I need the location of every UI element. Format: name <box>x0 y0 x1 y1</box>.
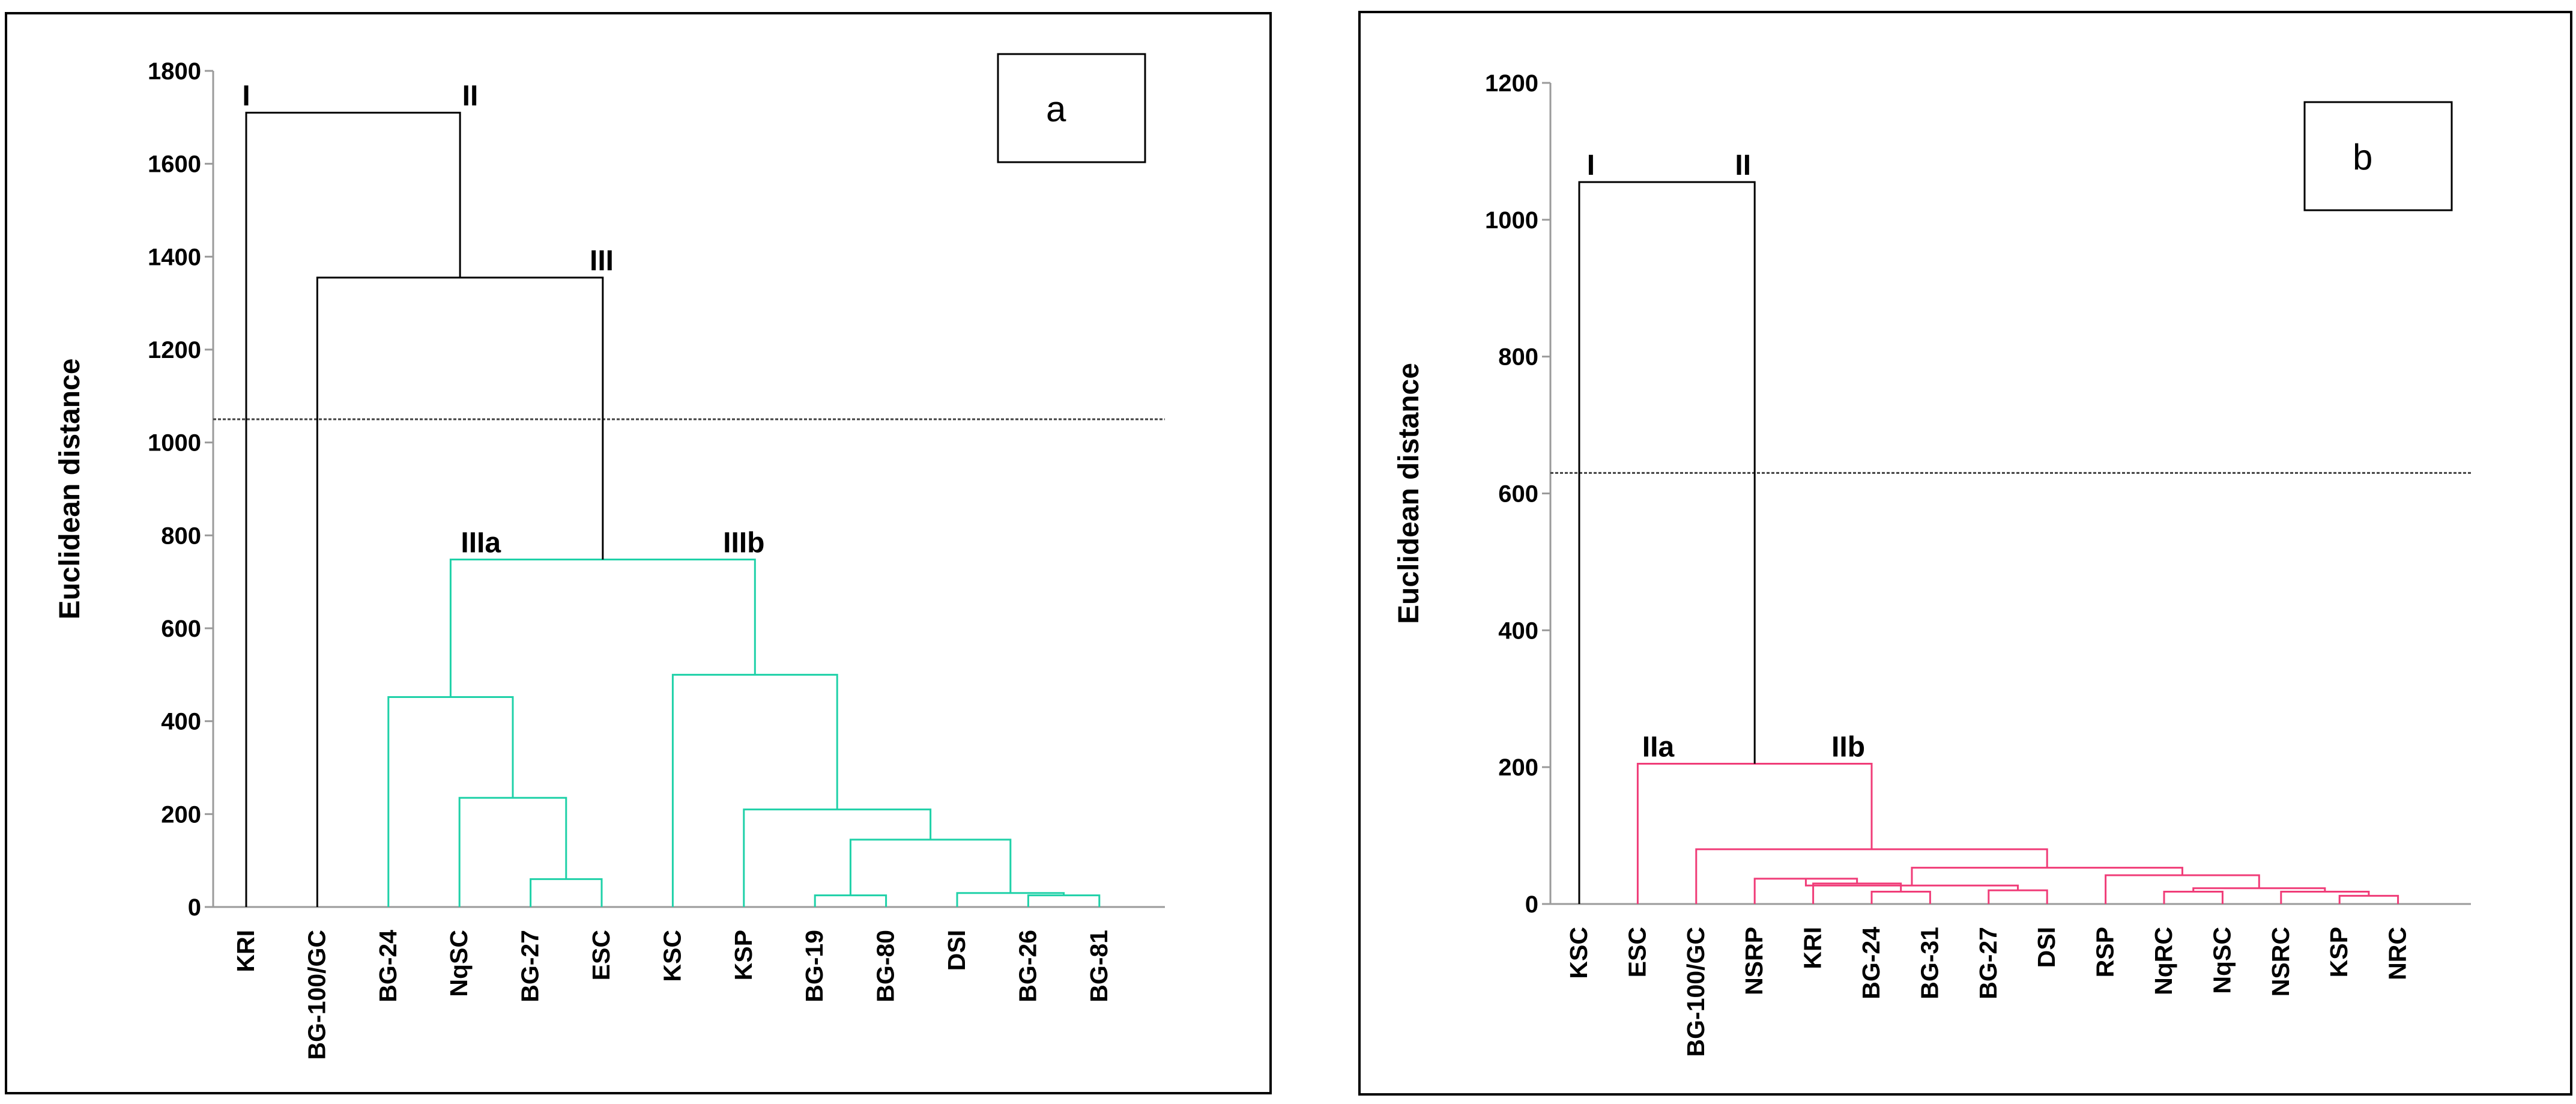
dendrogram-link <box>1027 894 1101 907</box>
y-tick-label: 200 <box>161 801 201 828</box>
dendrogram-link <box>530 878 603 907</box>
leaf-label: BG-24 <box>374 930 402 1002</box>
dendrogram-link <box>1695 848 2048 904</box>
leaf-label: BG-26 <box>1014 930 1041 1002</box>
leaf-label: ESC <box>587 930 615 980</box>
leaf-label: BG-80 <box>872 930 899 1002</box>
leaf-label: KRI <box>232 930 259 972</box>
leaf-label: NqSC <box>445 930 473 997</box>
dendrogram-link <box>2338 894 2399 904</box>
leaf-label: DSI <box>943 930 970 971</box>
y-tick-label: 1400 <box>148 244 201 270</box>
dendrogram-link <box>1812 882 1902 904</box>
dendrogram-link <box>1911 867 2183 886</box>
leaf-label: BG-100/GC <box>303 930 330 1060</box>
cluster-label: III <box>590 245 614 277</box>
chart-b: 0 200 400 600 800 1000 1200 Euclidean distance K… <box>1393 70 2471 1057</box>
y-tick-label: 0 <box>1525 891 1538 918</box>
leaf-label: NqRC <box>2150 927 2177 995</box>
y-tick-label: 1000 <box>148 430 201 456</box>
dendrogram-link <box>1988 889 2048 904</box>
y-tick-label: 800 <box>1498 344 1538 371</box>
leaf-label: BG-27 <box>516 930 544 1002</box>
dendrogram-link <box>2192 887 2326 892</box>
panel-letter: a <box>1046 89 1066 129</box>
y-tick-label: 600 <box>1498 481 1538 508</box>
leaf-label: KRI <box>1799 927 1827 969</box>
panel-letter-box <box>997 53 1146 163</box>
y-tick-label: 1000 <box>1485 207 1538 234</box>
dendrogram-link <box>387 696 514 907</box>
leaf-label: NRC <box>2384 927 2411 980</box>
leaf-label: ESC <box>1623 927 1651 977</box>
leaf-label: NqSC <box>2208 927 2236 994</box>
dendrogram-link <box>245 112 461 907</box>
dendrogram-link <box>1753 878 1858 904</box>
y-tick-label: 1800 <box>148 58 201 85</box>
dendrogram-link <box>449 559 756 697</box>
leaf-label: BG-19 <box>800 930 828 1002</box>
y-tick-label: 800 <box>161 523 201 549</box>
leaf-label: BG-31 <box>1915 927 1943 999</box>
leaf-label: KSC <box>1565 927 1592 979</box>
cluster-label: IIb <box>1831 731 1865 763</box>
leaf-label: KSP <box>2325 927 2353 977</box>
panel-a <box>5 12 1272 1094</box>
cluster-label: II <box>462 80 479 112</box>
leaf-label: NSRC <box>2267 927 2294 996</box>
cluster-label: I <box>1587 150 1595 181</box>
cluster-label: II <box>1735 150 1751 181</box>
leaf-label: NSRP <box>1740 927 1768 995</box>
dendrogram-link <box>1578 181 1756 904</box>
y-axis-label: Euclidean distance <box>54 359 86 620</box>
dendrogram-link <box>849 839 1012 896</box>
y-tick-label: 1600 <box>148 151 201 178</box>
dendrogram-link <box>671 673 838 907</box>
y-tick-label: 600 <box>161 616 201 642</box>
leaf-label: KSP <box>730 930 757 980</box>
y-tick-label: 400 <box>1498 617 1538 644</box>
y-tick-label: 0 <box>188 894 201 921</box>
dendrogram-link <box>1870 890 1931 904</box>
panel-letter: b <box>2353 137 2372 177</box>
leaf-label: BG-81 <box>1085 930 1113 1002</box>
leaf-label: KSC <box>658 930 686 982</box>
dendrogram-link <box>743 808 932 907</box>
y-tick-label: 400 <box>161 709 201 735</box>
chart-a: 0 200 400 600 800 1000 1200 1400 1600 1800 Euclide… <box>54 53 1165 1060</box>
cluster-label: IIa <box>1642 731 1675 763</box>
leaf-label: RSP <box>2091 927 2119 977</box>
leaf-label: BG-24 <box>1857 927 1885 999</box>
leaf-label: DSI <box>2033 927 2060 968</box>
cluster-label: I <box>242 80 250 112</box>
y-tick-label: 1200 <box>1485 70 1538 97</box>
dendrogram-link <box>2105 874 2260 904</box>
dendrogram-link <box>2163 890 2224 904</box>
leaf-label: BG-100/GC <box>1682 927 1710 1057</box>
dendrogram-link <box>814 894 887 907</box>
dendrogram-link <box>2280 890 2370 904</box>
panel-letter-box <box>2303 101 2453 211</box>
cluster-label: IIIb <box>723 527 764 559</box>
leaf-label: BG-27 <box>1974 927 2002 999</box>
y-axis-label: Euclidean distance <box>1393 363 1425 624</box>
y-tick-label: 200 <box>1498 754 1538 781</box>
y-tick-label: 1200 <box>148 337 201 363</box>
cluster-label: IIIa <box>461 527 501 559</box>
dendrogram-link <box>458 796 567 907</box>
